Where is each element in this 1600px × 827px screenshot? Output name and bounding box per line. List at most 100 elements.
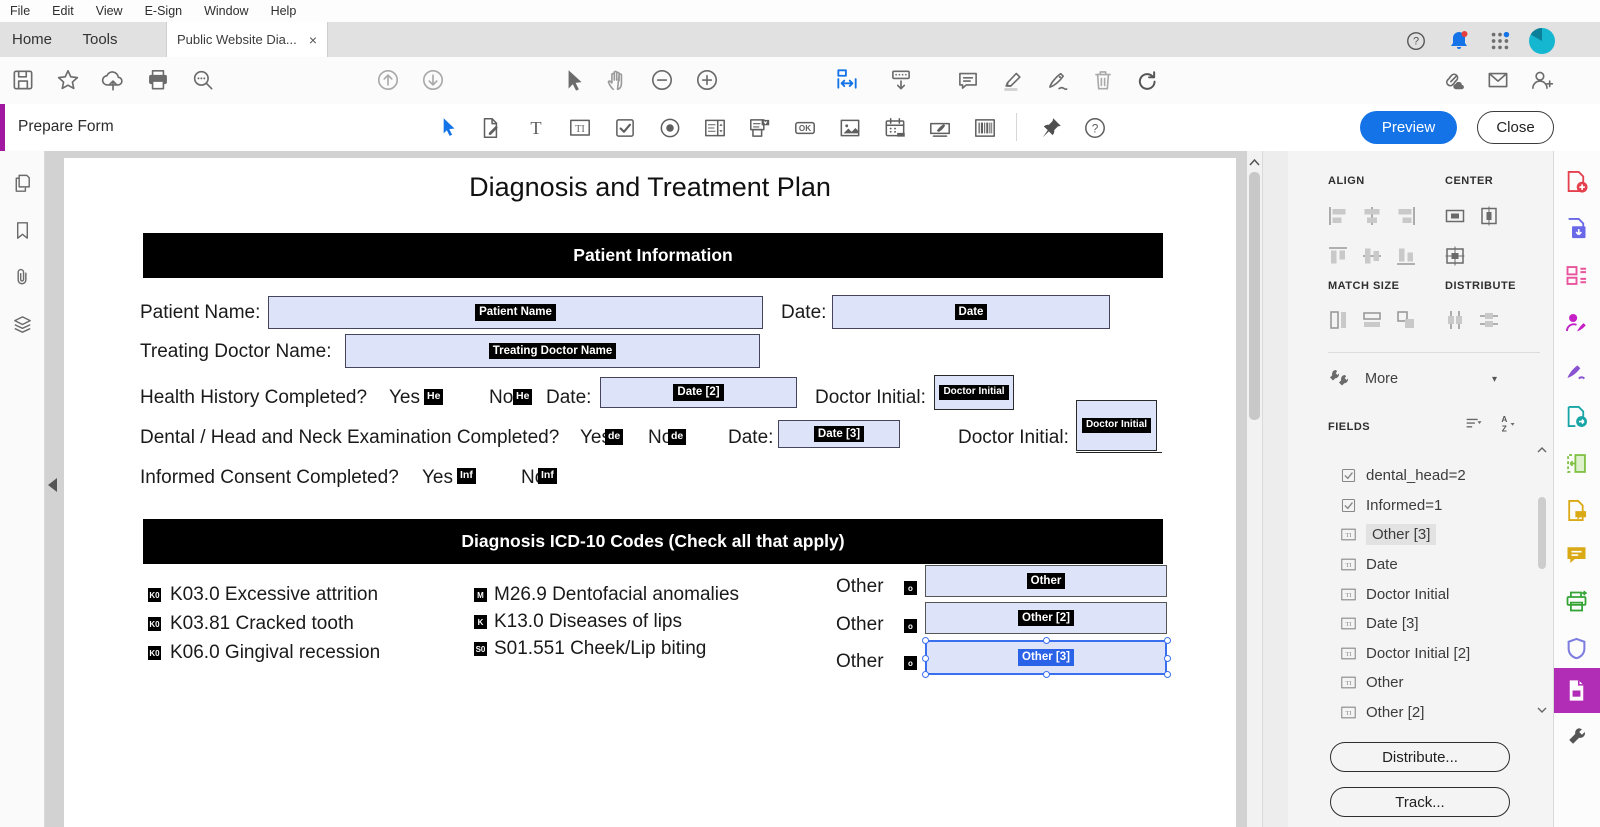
print-icon[interactable] (145, 67, 171, 93)
close-tab-icon[interactable]: × (308, 31, 317, 48)
fields-scrollbar[interactable] (1536, 445, 1548, 715)
resize-handle[interactable] (1043, 671, 1050, 678)
resize-handle[interactable] (922, 671, 929, 678)
menu-edit[interactable]: Edit (52, 4, 74, 18)
patient-name-field[interactable]: Patient Name (268, 296, 763, 329)
resize-handle[interactable] (1043, 637, 1050, 644)
account-avatar[interactable] (1528, 27, 1556, 60)
icd-checkbox[interactable]: K (474, 615, 487, 629)
date-field[interactable]: Date (832, 295, 1110, 329)
other-checkbox[interactable]: o (904, 619, 917, 633)
date2-field[interactable]: Date [2] (600, 377, 797, 408)
resize-handle[interactable] (922, 655, 929, 662)
distribute-horizontally-icon[interactable] (1477, 308, 1501, 332)
distribute-vertically-icon[interactable] (1443, 308, 1467, 332)
other-checkbox[interactable]: o (904, 581, 917, 595)
dropdown-tool-icon[interactable] (747, 115, 773, 141)
resize-handle[interactable] (922, 637, 929, 644)
align-middle-vertical-icon[interactable] (1360, 244, 1384, 268)
date3-field[interactable]: Date [3] (778, 420, 900, 448)
field-list-item[interactable]: TI Date [3] (1340, 610, 1419, 636)
prepare-form-active-tool[interactable] (1554, 668, 1600, 713)
delete-icon[interactable] (1090, 67, 1116, 93)
zoom-in-icon[interactable] (694, 67, 720, 93)
distribute-button[interactable]: Distribute... (1330, 742, 1510, 772)
fields-sort-icon[interactable] (1463, 413, 1485, 435)
crop-pages-icon[interactable] (1563, 450, 1590, 477)
align-right-icon[interactable] (1394, 204, 1418, 228)
hand-tool-icon[interactable] (604, 67, 630, 93)
collapse-left-panel-icon[interactable] (48, 478, 57, 492)
select-tool-icon[interactable] (561, 67, 587, 93)
match-width-icon[interactable] (1360, 308, 1384, 332)
field-list-item[interactable]: TI Other (1340, 669, 1404, 695)
comment-file-icon[interactable] (1563, 497, 1590, 524)
send-pdf-icon[interactable] (1563, 403, 1590, 430)
date-field-tool-icon[interactable] (882, 115, 908, 141)
resize-handle[interactable] (1164, 671, 1171, 678)
create-pdf-icon[interactable] (1563, 168, 1590, 195)
tab-tools[interactable]: Tools (82, 31, 118, 48)
pin-tool-icon[interactable] (1038, 115, 1064, 141)
more-tools-wrench-icon[interactable] (1566, 725, 1588, 747)
print-production-icon[interactable] (1563, 588, 1590, 615)
align-bottom-icon[interactable] (1394, 244, 1418, 268)
protect-icon[interactable] (1563, 635, 1590, 662)
tab-home[interactable]: Home (11, 31, 52, 48)
menu-view[interactable]: View (95, 4, 123, 18)
image-field-tool-icon[interactable] (837, 115, 863, 141)
other3-field-selected[interactable]: Other [3] (922, 637, 1171, 678)
dental-yes-checkbox[interactable]: de (605, 429, 624, 445)
link-icon[interactable] (1440, 67, 1466, 93)
sign-icon[interactable] (1045, 67, 1071, 93)
organize-pages-icon[interactable] (1563, 262, 1590, 289)
resize-handle[interactable] (1164, 637, 1171, 644)
scrollbar-thumb[interactable] (1538, 497, 1546, 569)
text-field-tool-icon[interactable]: T (523, 115, 549, 141)
match-both-icon[interactable] (1394, 308, 1418, 332)
notifications-bell-icon[interactable] (1447, 29, 1471, 58)
treating-doctor-field[interactable]: Treating Doctor Name (345, 334, 760, 368)
scrollbar-thumb[interactable] (1249, 172, 1260, 420)
fill-and-sign-icon[interactable] (1563, 356, 1590, 383)
field-list-item[interactable]: TI Date (1340, 551, 1398, 577)
other1-field[interactable]: Other (925, 565, 1167, 597)
radio-button-tool-icon[interactable] (657, 115, 683, 141)
doctor-initial2-field[interactable]: Doctor Initial (1076, 400, 1157, 451)
share-upload-icon[interactable] (100, 67, 126, 93)
other-checkbox[interactable]: o (904, 656, 917, 670)
resize-handle[interactable] (1164, 655, 1171, 662)
health-no-checkbox[interactable]: He (513, 389, 533, 405)
previous-page-icon[interactable] (375, 67, 401, 93)
preview-button[interactable]: Preview (1360, 111, 1457, 144)
button-tool-icon[interactable]: OK (792, 115, 818, 141)
center-horizontally-icon[interactable] (1443, 204, 1467, 228)
field-list-item[interactable]: TI Other [2] (1340, 699, 1424, 725)
icd-checkbox[interactable]: S0 (474, 642, 487, 656)
email-icon[interactable] (1485, 67, 1511, 93)
field-list-item-selected[interactable]: TI Other [3] (1340, 521, 1437, 547)
health-yes-checkbox[interactable]: He (424, 389, 444, 405)
scrolling-mode-icon[interactable] (888, 67, 914, 93)
tab-document[interactable]: Public Website Dia... × (166, 22, 328, 57)
form-select-tool-icon[interactable] (435, 115, 461, 141)
highlight-icon[interactable] (1000, 67, 1026, 93)
more-caret-icon[interactable]: ▾ (1492, 374, 1498, 385)
document-scrollbar[interactable] (1247, 151, 1262, 827)
field-list-item[interactable]: TI Doctor Initial (1340, 581, 1449, 607)
star-icon[interactable] (55, 67, 81, 93)
rich-text-field-tool-icon[interactable]: TI (567, 115, 593, 141)
dental-no-checkbox[interactable]: de (668, 429, 687, 445)
attachments-icon[interactable] (11, 266, 34, 289)
menu-file[interactable]: File (10, 4, 31, 18)
request-signatures-icon[interactable] (1563, 309, 1590, 336)
comments-icon[interactable] (1563, 541, 1590, 568)
apps-grid-icon[interactable] (1489, 30, 1511, 57)
align-left-icon[interactable] (1326, 204, 1350, 228)
menu-window[interactable]: Window (204, 4, 249, 18)
menu-esign[interactable]: E-Sign (144, 4, 183, 18)
informed-no-checkbox[interactable]: Inf (538, 468, 557, 484)
center-both-icon[interactable] (1443, 244, 1467, 268)
field-list-item[interactable]: TI Doctor Initial [2] (1340, 640, 1470, 666)
add-user-icon[interactable] (1528, 67, 1554, 93)
